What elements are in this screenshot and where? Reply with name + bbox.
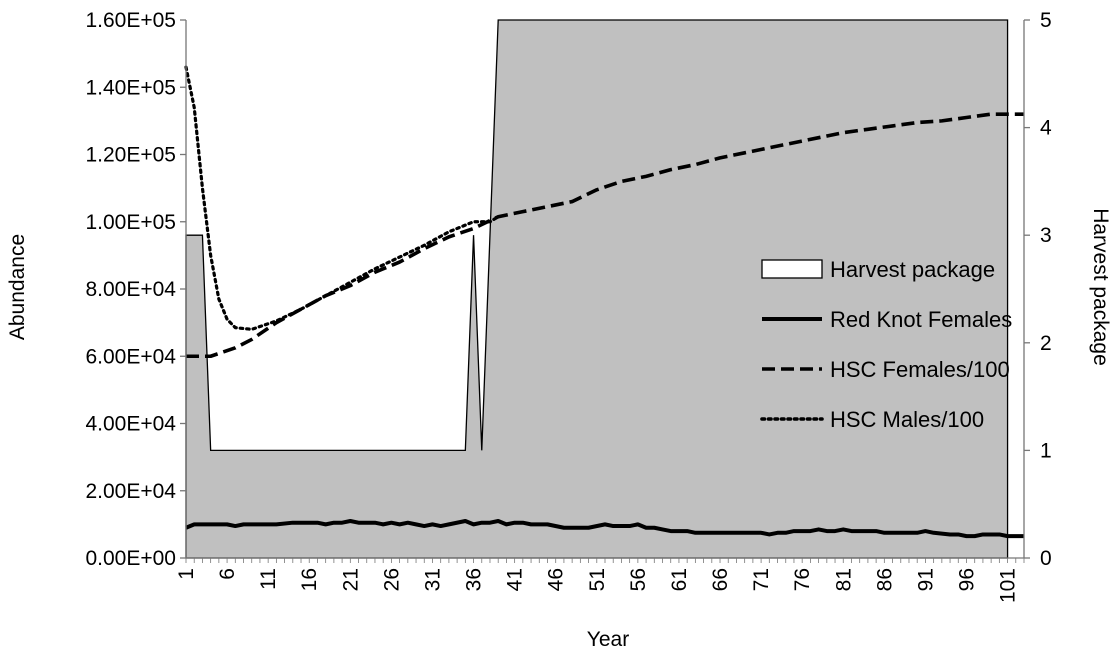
y-tick-label: 1.00E+05 — [85, 211, 176, 234]
x-tick-label: 71 — [750, 568, 773, 591]
y2-tick-label: 3 — [1040, 224, 1052, 247]
y2-tick-label: 1 — [1040, 439, 1052, 462]
series-hsc-males-100 — [184, 65, 500, 331]
x-tick-label: 66 — [709, 568, 732, 591]
axes: 0.00E+00 2.00E+04 4.00E+04 6.00E+04 8.00E+04… — [85, 9, 1052, 603]
legend-label-hsc-females-100: HSC Females/100 — [830, 357, 1010, 382]
y2-tick-label: 4 — [1040, 117, 1052, 140]
y2-tick-label: 2 — [1040, 332, 1052, 355]
x-tick-label: 86 — [873, 568, 896, 591]
y-tick-label: 1.20E+05 — [85, 144, 176, 167]
y2-tick-label: 5 — [1040, 9, 1052, 32]
plot-area — [184, 19, 1024, 559]
y2-tick-label: 0 — [1040, 547, 1052, 570]
y-axis-title: Abundance — [6, 234, 29, 340]
x-tick-label: 31 — [421, 568, 444, 591]
legend-label-harvest-package: Harvest package — [830, 257, 995, 282]
x-tick-label: 21 — [339, 568, 362, 591]
y-tick-label: 6.00E+04 — [85, 345, 176, 368]
legend-label-red-knot-females: Red Knot Females — [830, 307, 1012, 332]
legend-label-hsc-males-100: HSC Males/100 — [830, 407, 984, 432]
x-tick-label: 61 — [668, 568, 691, 591]
x-tick-label: 6 — [216, 568, 239, 580]
x-tick-label: 1 — [175, 568, 198, 580]
x-tick-label: 76 — [791, 568, 814, 591]
y-tick-label: 8.00E+04 — [85, 278, 176, 301]
x-tick-label: 36 — [463, 568, 486, 591]
y-tick-label: 4.00E+04 — [85, 413, 176, 436]
x-tick-label: 91 — [914, 568, 937, 591]
y-tick-label: 1.60E+05 — [85, 9, 176, 32]
legend-swatch-harvest-package — [761, 259, 823, 279]
x-tick-label: 26 — [380, 568, 403, 591]
y2-axis-title: Harvest package — [1089, 208, 1112, 366]
series-red-knot-females — [185, 519, 1024, 539]
x-tick-label: 96 — [955, 568, 978, 591]
x-tick-label: 101 — [997, 568, 1020, 603]
y-tick-label: 2.00E+04 — [85, 480, 176, 503]
x-tick-label: 16 — [298, 568, 321, 591]
x-tick-label: 11 — [257, 568, 280, 590]
y-tick-label: 0.00E+00 — [85, 547, 176, 570]
series-harvest-package — [185, 19, 1009, 559]
x-tick-label: 56 — [627, 568, 650, 591]
x-axis-title: Year — [587, 628, 629, 651]
y-tick-label: 1.40E+05 — [85, 76, 176, 99]
x-tick-label: 46 — [545, 568, 568, 591]
x-tick-label: 81 — [832, 568, 855, 591]
legend: Harvest package Red Knot Females HSC Femal… — [760, 257, 1012, 432]
x-tick-label: 41 — [504, 568, 527, 591]
x-tick-label: 51 — [586, 568, 609, 591]
